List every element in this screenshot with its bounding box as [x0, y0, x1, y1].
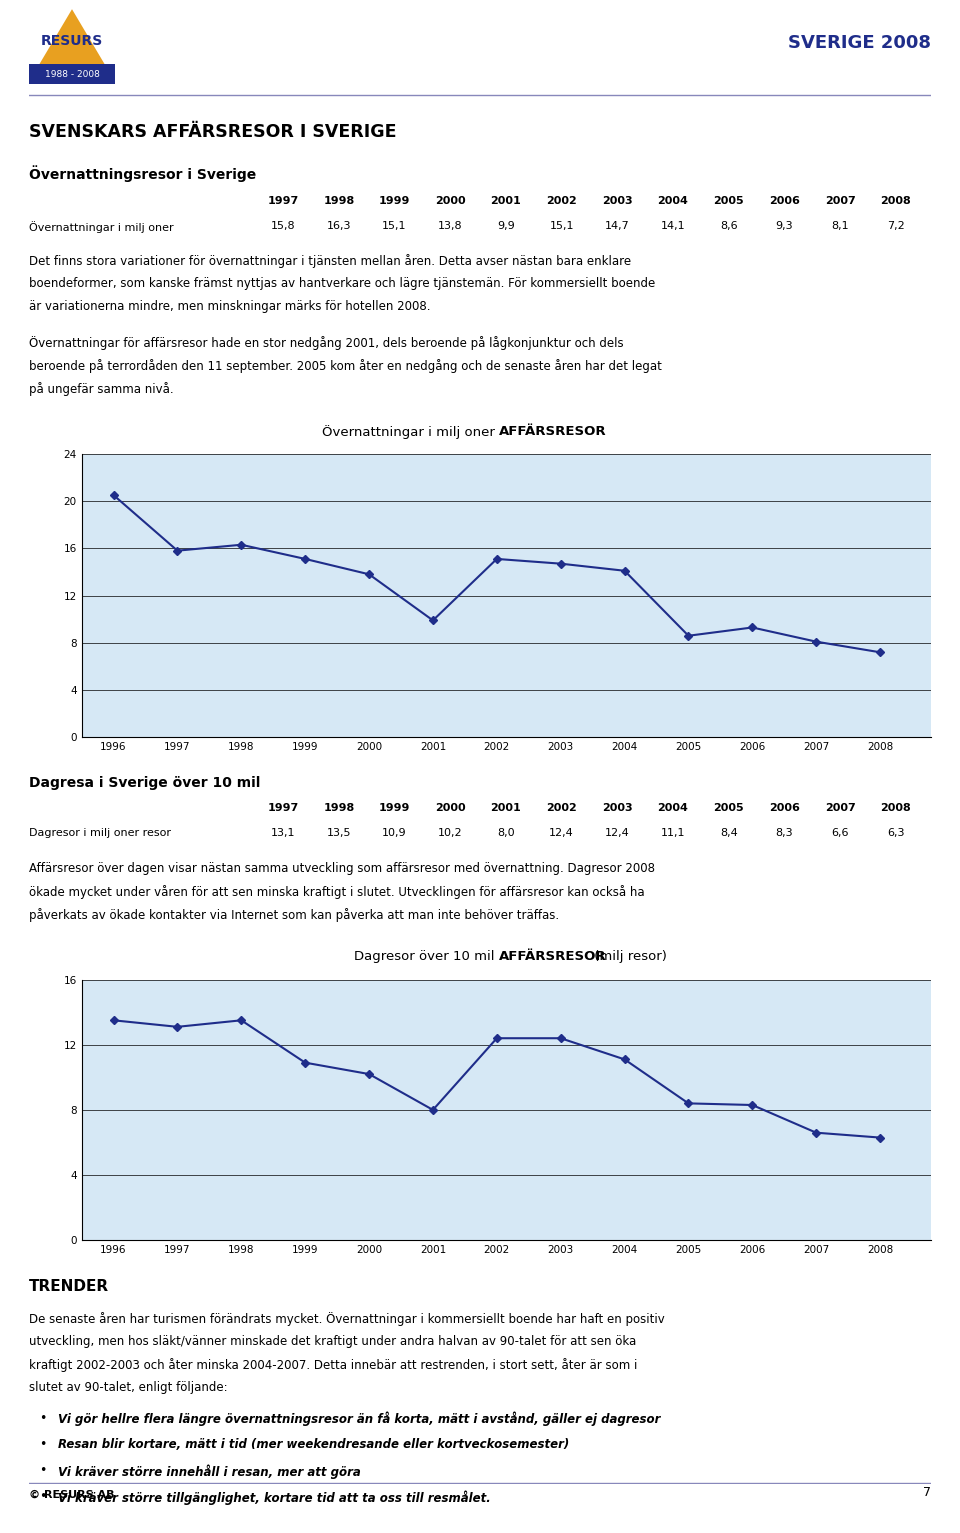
- Text: De senaste åren har turismen förändrats mycket. Övernattningar i kommersiellt bo: De senaste åren har turismen förändrats …: [29, 1312, 664, 1326]
- Text: SVENSKARS AFFÄRSRESOR I SVERIGE: SVENSKARS AFFÄRSRESOR I SVERIGE: [29, 123, 396, 141]
- Text: 13,5: 13,5: [326, 828, 351, 839]
- Text: 1999: 1999: [379, 803, 410, 814]
- Text: Övernattningar i milj oner: Övernattningar i milj oner: [29, 221, 174, 233]
- Text: 2004: 2004: [658, 803, 688, 814]
- Text: 8,0: 8,0: [497, 828, 515, 839]
- Text: 1997: 1997: [268, 196, 299, 207]
- Text: RESURS: RESURS: [41, 34, 103, 48]
- Text: 10,9: 10,9: [382, 828, 407, 839]
- Text: •: •: [39, 1490, 47, 1502]
- Text: 2000: 2000: [435, 803, 466, 814]
- Text: 15,1: 15,1: [382, 221, 407, 231]
- Text: 6,3: 6,3: [887, 828, 904, 839]
- Text: 7: 7: [924, 1487, 931, 1499]
- Text: 1999: 1999: [379, 196, 410, 207]
- Text: kraftigt 2002-2003 och åter minska 2004-2007. Detta innebär att restrenden, i st: kraftigt 2002-2003 och åter minska 2004-…: [29, 1358, 637, 1372]
- Text: 1998: 1998: [324, 196, 354, 207]
- Text: (milj resor): (milj resor): [590, 950, 667, 963]
- Text: 1988 - 2008: 1988 - 2008: [44, 71, 100, 78]
- Text: 6,6: 6,6: [831, 828, 849, 839]
- Text: 2001: 2001: [491, 196, 521, 207]
- Text: Affärsresor över dagen visar nästan samma utveckling som affärsresor med övernat: Affärsresor över dagen visar nästan samm…: [29, 862, 655, 874]
- Text: 13,8: 13,8: [438, 221, 463, 231]
- Text: utveckling, men hos släkt/vänner minskade det kraftigt under andra halvan av 90-: utveckling, men hos släkt/vänner minskad…: [29, 1335, 636, 1348]
- Text: 1997: 1997: [268, 803, 299, 814]
- Text: Övernattningar för affärsresor hade en stor nedgång 2001, dels beroende på lågko: Övernattningar för affärsresor hade en s…: [29, 336, 623, 350]
- Text: beroende på terrordåden den 11 september. 2005 kom åter en nedgång och de senast: beroende på terrordåden den 11 september…: [29, 359, 661, 373]
- Text: 2007: 2007: [825, 803, 855, 814]
- Text: 1998: 1998: [324, 803, 354, 814]
- Text: AFFÄRSRESOR: AFFÄRSRESOR: [499, 425, 607, 437]
- Text: Övernattningsresor i Sverige: Övernattningsresor i Sverige: [29, 166, 256, 182]
- Text: är variationerna mindre, men minskningar märks för hotellen 2008.: är variationerna mindre, men minskningar…: [29, 300, 430, 313]
- Text: 2004: 2004: [658, 196, 688, 207]
- Text: Dagresa i Sverige över 10 mil: Dagresa i Sverige över 10 mil: [29, 776, 260, 789]
- Text: •: •: [39, 1438, 47, 1450]
- Text: 8,4: 8,4: [720, 828, 737, 839]
- Text: 9,3: 9,3: [776, 221, 793, 231]
- Polygon shape: [37, 9, 107, 67]
- Text: 12,4: 12,4: [605, 828, 630, 839]
- Text: Vi kräver större tillgänglighet, kortare tid att ta oss till resmålet.: Vi kräver större tillgänglighet, kortare…: [58, 1490, 491, 1504]
- Text: Vi gör hellre flera längre övernattningsresor än få korta, mätt i avstånd, gälle: Vi gör hellre flera längre övernattnings…: [58, 1412, 660, 1426]
- Text: 15,1: 15,1: [549, 221, 574, 231]
- Text: 14,7: 14,7: [605, 221, 630, 231]
- Text: 2003: 2003: [602, 196, 633, 207]
- Text: 14,1: 14,1: [660, 221, 685, 231]
- Text: 2008: 2008: [880, 196, 911, 207]
- Text: 13,1: 13,1: [271, 828, 296, 839]
- Text: 12,4: 12,4: [549, 828, 574, 839]
- Text: 7,2: 7,2: [887, 221, 904, 231]
- Text: 2003: 2003: [602, 803, 633, 814]
- Text: 2007: 2007: [825, 196, 855, 207]
- Text: 10,2: 10,2: [438, 828, 463, 839]
- Text: ökade mycket under våren för att sen minska kraftigt i slutet. Utvecklingen för : ökade mycket under våren för att sen min…: [29, 885, 644, 898]
- Text: på ungefär samma nivå.: på ungefär samma nivå.: [29, 382, 174, 396]
- Text: 2002: 2002: [546, 196, 577, 207]
- Text: 2000: 2000: [435, 196, 466, 207]
- Text: Det finns stora variationer för övernattningar i tjänsten mellan åren. Detta avs: Det finns stora variationer för övernatt…: [29, 254, 631, 268]
- Text: © RESURS AB: © RESURS AB: [29, 1489, 114, 1499]
- Text: Dagresor i milj oner resor: Dagresor i milj oner resor: [29, 828, 171, 839]
- Text: AFFÄRSRESOR: AFFÄRSRESOR: [499, 950, 607, 963]
- Text: 8,3: 8,3: [776, 828, 793, 839]
- Text: •: •: [39, 1412, 47, 1424]
- Text: 15,8: 15,8: [271, 221, 296, 231]
- Text: 2008: 2008: [880, 803, 911, 814]
- Text: 11,1: 11,1: [660, 828, 685, 839]
- Text: 2005: 2005: [713, 196, 744, 207]
- Text: 8,1: 8,1: [831, 221, 849, 231]
- Text: Vi kräver större innehåll i resan, mer att göra: Vi kräver större innehåll i resan, mer a…: [58, 1464, 360, 1478]
- Text: 9,9: 9,9: [497, 221, 515, 231]
- Text: Dagresor över 10 mil: Dagresor över 10 mil: [354, 950, 499, 963]
- Text: slutet av 90-talet, enligt följande:: slutet av 90-talet, enligt följande:: [29, 1381, 228, 1393]
- Text: TRENDER: TRENDER: [29, 1279, 108, 1294]
- Text: 2005: 2005: [713, 803, 744, 814]
- Text: 8,6: 8,6: [720, 221, 737, 231]
- Text: påverkats av ökade kontakter via Internet som kan påverka att man inte behöver t: påverkats av ökade kontakter via Interne…: [29, 908, 559, 921]
- Text: 2001: 2001: [491, 803, 521, 814]
- Text: boendeformer, som kanske främst nyttjas av hantverkare och lägre tjänstemän. För: boendeformer, som kanske främst nyttjas …: [29, 277, 655, 290]
- Text: 2006: 2006: [769, 803, 800, 814]
- Text: Övernattningar i milj oner: Övernattningar i milj oner: [322, 425, 499, 438]
- Text: SVERIGE 2008: SVERIGE 2008: [788, 34, 931, 52]
- Text: Resan blir kortare, mätt i tid (mer weekendresande eller kortveckosemester): Resan blir kortare, mätt i tid (mer week…: [58, 1438, 569, 1450]
- Text: •: •: [39, 1464, 47, 1476]
- Text: 16,3: 16,3: [326, 221, 351, 231]
- Text: 2002: 2002: [546, 803, 577, 814]
- Text: 2006: 2006: [769, 196, 800, 207]
